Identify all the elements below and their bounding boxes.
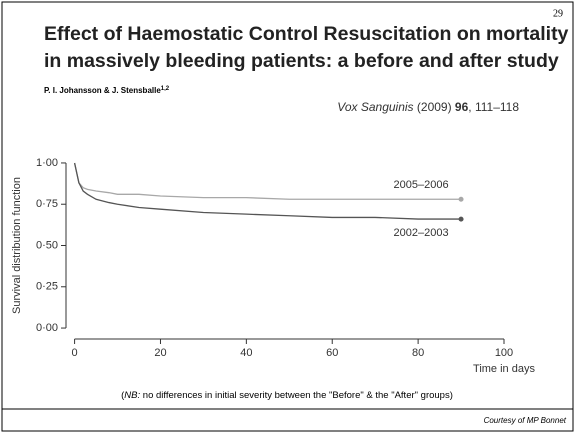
note-text: no differences in initial severity betwe… xyxy=(140,390,453,401)
authors: P. I. Johansson & J. Stensballe1,2 xyxy=(44,86,170,96)
x-tick-label: 40 xyxy=(240,347,252,359)
volume: 96 xyxy=(455,100,469,114)
note-prefix: NB: xyxy=(124,390,140,401)
journal: Vox Sanguinis xyxy=(337,100,413,114)
courtesy: Courtesy of MP Bonnet xyxy=(484,416,567,425)
authors-sup: 1,2 xyxy=(161,86,170,92)
y-tick-label: 1·00 xyxy=(36,157,58,169)
citation: Vox Sanguinis (2009) 96, 111–118 xyxy=(337,100,519,114)
series-label: 2005–2006 xyxy=(394,179,449,191)
x-tick-label: 60 xyxy=(326,347,338,359)
survival-curve xyxy=(73,162,462,220)
authors-text: P. I. Johansson & J. Stensballe xyxy=(44,86,161,95)
x-tick-label: 20 xyxy=(154,347,166,359)
survival-curve xyxy=(73,162,462,200)
y-tick-label: 0·25 xyxy=(36,281,58,293)
year: (2009) xyxy=(414,100,455,114)
series-label: 2002–2003 xyxy=(394,227,449,239)
x-tick-label: 100 xyxy=(495,347,513,359)
x-tick-label: 0 xyxy=(72,347,78,359)
note-open: ( xyxy=(121,390,125,401)
title: Effect of Haemostatic Control Resuscitat… xyxy=(44,23,569,45)
y-tick-label: 0·00 xyxy=(36,322,58,334)
note: (NB: no differences in initial severity … xyxy=(121,390,453,401)
end-marker xyxy=(458,196,464,202)
y-axis-label: Survival distribution function xyxy=(11,177,23,314)
pages: , 111–118 xyxy=(468,100,519,114)
y-tick-label: 0·75 xyxy=(36,198,58,210)
x-axis-label: Time in days xyxy=(473,363,535,375)
end-marker xyxy=(458,216,464,222)
page-number: 29 xyxy=(553,8,563,19)
y-tick-label: 0·50 xyxy=(36,239,58,251)
x-tick-label: 80 xyxy=(412,347,424,359)
title: in massively bleeding patients: a before… xyxy=(44,50,559,72)
